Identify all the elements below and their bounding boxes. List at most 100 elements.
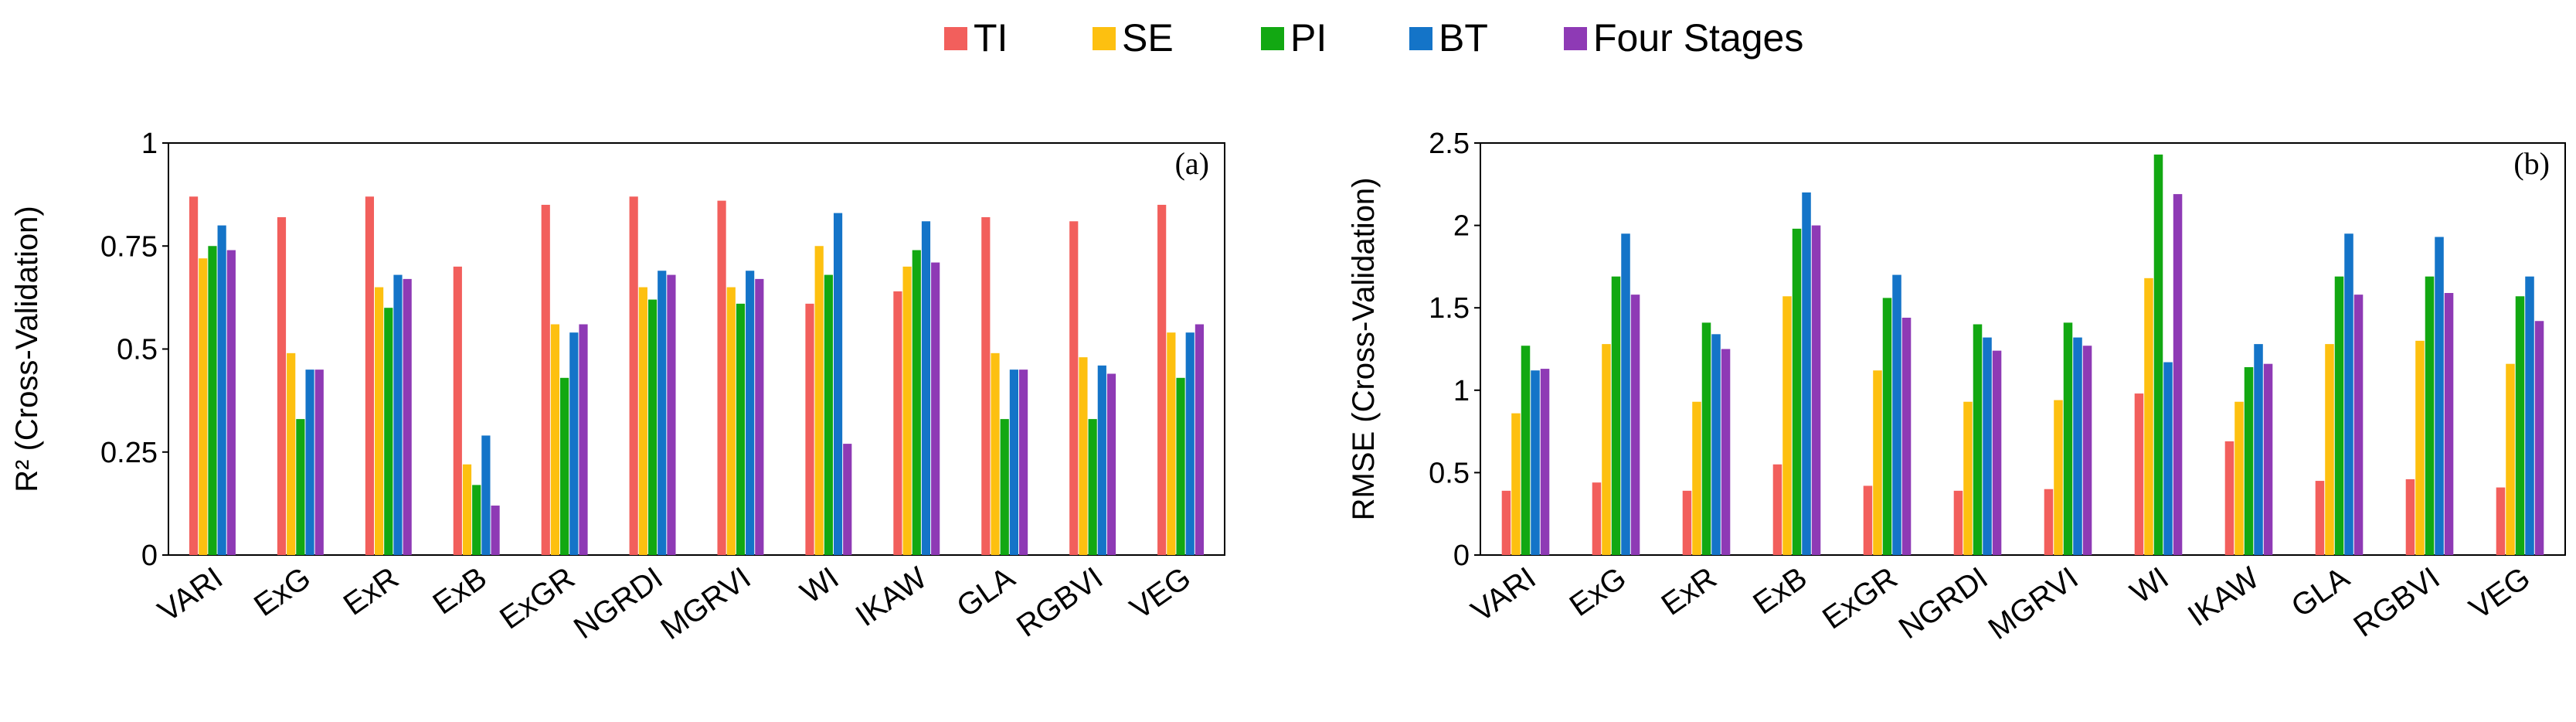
panel-b-bar-exg-se (1602, 344, 1611, 555)
panel-a-bar-exb-pi (472, 485, 481, 555)
panel-b-bar-exr-ti (1682, 490, 1692, 555)
panel-b-bar-gla-pi (2334, 276, 2344, 555)
panel-a-bar-vari-pi (208, 246, 217, 555)
panel-a-xtick-label: VEG (1124, 560, 1197, 626)
panel-a-bar-exr-pi (384, 308, 393, 555)
panel-a-bar-rgbvi-se (1079, 357, 1088, 555)
panel-b-xtick-label: ExGR (1816, 560, 1904, 635)
legend-label-four-stages: Four Stages (1593, 16, 1803, 60)
panel-a-bar-veg-ti (1157, 204, 1167, 555)
panel-a-xtick-label: NGRDI (568, 560, 669, 645)
panel-b-ytick-label: 0.5 (1429, 457, 1470, 489)
panel-b-bar-exr-bt (1711, 334, 1721, 555)
panel-b-bar-vari-pi (1521, 346, 1531, 555)
panel-b-xtick-label: VARI (1465, 560, 1541, 628)
panel-b-bar-ngrdi-four-stages (1992, 350, 2002, 555)
legend-label-ti: TI (974, 16, 1008, 60)
panel-b-bar-exgr-pi (1882, 298, 1892, 555)
panel-a-bar-mgrvi-bt (746, 271, 755, 555)
panel-b-bar-ikaw-bt (2254, 344, 2263, 555)
panel-a-bar-vari-ti (189, 196, 199, 556)
panel-a-bar-ikaw-ti (893, 291, 902, 555)
panel-b-bar-exg-bt (1621, 233, 1630, 555)
panel-b-bar-gla-four-stages (2353, 295, 2364, 555)
panel-a-bar-exr-four-stages (403, 278, 412, 555)
panel-a-xtick-label: RGBVI (1011, 560, 1109, 643)
panel-b-bar-exb-se (1782, 296, 1792, 555)
panel-b-bar-vari-bt (1531, 370, 1540, 555)
panel-b-bar-wi-four-stages (2173, 194, 2183, 556)
panel-a-bar-wi-ti (805, 303, 814, 555)
panel-a-bar-gla-bt (1009, 370, 1018, 555)
panel-a-bar-ngrdi-ti (629, 196, 638, 556)
panel-a-bar-wi-se (814, 246, 824, 555)
panel-b-xtick-label: ExB (1747, 560, 1813, 621)
panel-b-bar-wi-pi (2153, 154, 2163, 555)
panel-b-bar-exb-ti (1772, 464, 1782, 555)
panel-b-bar-exgr-four-stages (1901, 317, 1912, 555)
panel-a-bar-rgbvi-ti (1069, 221, 1079, 555)
panel-a-ytick-label: 1 (141, 128, 158, 160)
panel-a-bar-gla-se (991, 352, 1000, 555)
panel-b-bar-exg-ti (1592, 482, 1602, 555)
legend: TI SE PI BT Four Stages (944, 16, 1803, 60)
panel-b-ytick-label: 0 (1453, 540, 1470, 572)
panel-b-bar-wi-se (2144, 278, 2153, 555)
panel-a-bar-exr-bt (393, 274, 403, 555)
legend-swatch-bt (1409, 27, 1432, 50)
legend-label-se: SE (1122, 16, 1174, 60)
panel-b-bar-veg-four-stages (2534, 321, 2544, 555)
panel-b-ytick-label: 1.5 (1429, 292, 1470, 325)
panel-b-bar-exgr-ti (1863, 485, 1873, 555)
panel-a-label: (a) (1175, 146, 1209, 181)
panel-b-xtick-label: WI (2124, 560, 2174, 610)
panel-b-bar-rgbvi-pi (2425, 276, 2435, 555)
panel-b-bar-ngrdi-se (1963, 401, 1973, 555)
panel-b-plot-frame (1480, 142, 2566, 556)
panel-b-bar-veg-se (2506, 363, 2515, 555)
panel-a-bar-veg-se (1167, 332, 1176, 555)
panel-a-bar-exgr-se (550, 324, 560, 555)
panel-a-bar-ngrdi-bt (658, 271, 667, 555)
panel-a-plot-frame (168, 142, 1225, 556)
legend-swatch-four-stages (1564, 27, 1587, 50)
panel-a-bar-rgbvi-pi (1088, 419, 1097, 555)
panel-b-xtick-label: IKAW (2182, 560, 2265, 633)
panel-a-bar-exb-se (462, 464, 472, 555)
panel-a-bar-exg-se (287, 352, 296, 555)
panel-a-xtick-label: MGRVI (655, 560, 757, 646)
panel-a-bar-exr-se (375, 287, 384, 555)
panel-a-bar-ngrdi-pi (647, 299, 658, 555)
panel-a-xtick-label: ExGR (494, 560, 581, 635)
legend-swatch-ti (944, 27, 967, 50)
legend-swatch-se (1093, 27, 1116, 50)
panel-b-xtick-label: RGBVI (2347, 560, 2445, 643)
panel-b-xtick-label: ExG (1564, 560, 1633, 623)
panel-b-bar-veg-bt (2525, 276, 2534, 555)
chart-panel-a: 0 0.25 0.5 0.75 1 R² (Cross-Validation) (a) VAR… (10, 128, 1225, 646)
panel-b-bar-veg-ti (2496, 487, 2506, 555)
panel-a-bar-rgbvi-bt (1097, 365, 1106, 555)
panel-b-bar-vari-se (1511, 413, 1521, 555)
panel-a-bar-wi-bt (833, 213, 843, 555)
panel-b-xtick-label: ExR (1656, 560, 1723, 622)
panel-a-bar-rgbvi-four-stages (1106, 373, 1116, 555)
panel-a-bar-ngrdi-four-stages (667, 274, 676, 555)
panel-a-bar-exgr-pi (560, 377, 569, 555)
panel-a-bar-wi-four-stages (843, 444, 852, 555)
panel-a-bar-ikaw-bt (921, 221, 931, 555)
panel-b-xtick-label: GLA (2285, 560, 2356, 624)
panel-b-bar-exgr-se (1873, 370, 1882, 555)
panel-a-xtick-label: ExB (427, 560, 493, 621)
panel-a-bar-ikaw-pi (912, 250, 921, 555)
panel-a-ytick-label: 0.25 (100, 437, 158, 469)
panel-b-bar-ngrdi-ti (1953, 490, 1963, 555)
panel-b-bar-exb-bt (1802, 192, 1811, 555)
panel-a-bar-ikaw-four-stages (931, 262, 940, 555)
panel-a-ytick-label: 0.75 (100, 230, 158, 263)
panel-a-bar-mgrvi-four-stages (755, 278, 764, 555)
panel-b-bar-gla-se (2325, 344, 2334, 555)
panel-a-xtick-label: WI (794, 560, 845, 610)
panel-a-bar-gla-pi (1000, 419, 1009, 555)
panel-b-bar-mgrvi-pi (2063, 322, 2073, 555)
